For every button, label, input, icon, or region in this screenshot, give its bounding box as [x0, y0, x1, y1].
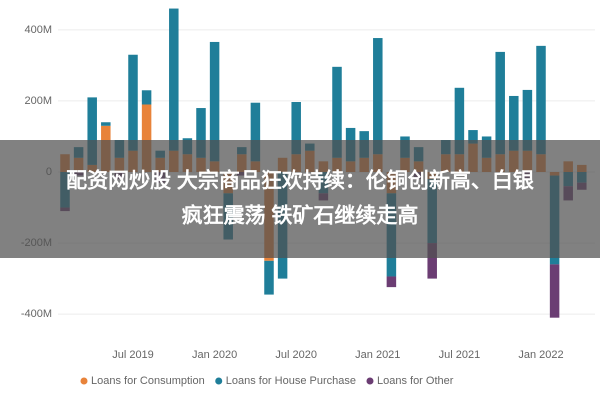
bar-segment	[141, 104, 152, 172]
bar-segment	[128, 54, 138, 151]
x-tick-label: Jan 2022	[518, 349, 563, 361]
bar-segment	[332, 66, 342, 158]
x-tick-label: Jul 2020	[275, 349, 317, 361]
bar-segment	[468, 130, 478, 144]
bar-segment	[509, 95, 519, 151]
bar-segment	[291, 102, 301, 155]
bar-segment	[250, 102, 261, 162]
headline-line: 配资网炒股 大宗商品狂欢持续：伦铜创新高、白银	[66, 169, 535, 193]
x-tick-label: Jan 2021	[355, 349, 400, 361]
bar-segment	[536, 45, 546, 155]
bar-segment	[264, 260, 274, 295]
x-tick-label: Jul 2019	[112, 349, 154, 361]
headline-line: 疯狂震荡 铁矿石继续走高	[182, 204, 419, 228]
bar-segment	[549, 264, 560, 318]
bar-segment	[209, 41, 220, 162]
bar-segment	[169, 8, 179, 151]
bar-segment	[427, 243, 437, 279]
y-tick-label: 200M	[24, 95, 52, 107]
bar-segment	[454, 87, 465, 155]
bar-segment	[495, 51, 505, 155]
legend-marker	[366, 377, 374, 385]
bar-segment	[87, 97, 97, 165]
legend: Loans for Consumption Loans for House Pur…	[80, 375, 454, 387]
x-tick-label: Jan 2020	[192, 349, 237, 361]
banner-background	[0, 140, 600, 258]
bar-segment	[141, 90, 152, 105]
bar-segment	[373, 38, 383, 155]
legend-marker	[80, 377, 88, 385]
y-tick-label: -400M	[21, 308, 52, 320]
bar-segment	[522, 89, 533, 151]
x-tick-label: Jul 2021	[439, 349, 481, 361]
legend-marker	[215, 377, 223, 385]
legend-label: Loans for House Purchase	[226, 375, 356, 387]
bar-segment	[386, 276, 397, 288]
banner: 配资网炒股 大宗商品狂欢持续：伦铜创新高、白银 疯狂震荡 铁矿石继续走高	[0, 140, 600, 258]
bar-segment	[101, 122, 111, 126]
legend-label: Loans for Consumption	[91, 375, 205, 387]
legend-label: Loans for Other	[377, 375, 454, 387]
y-tick-label: 400M	[24, 24, 52, 36]
bar-segment	[196, 108, 206, 158]
